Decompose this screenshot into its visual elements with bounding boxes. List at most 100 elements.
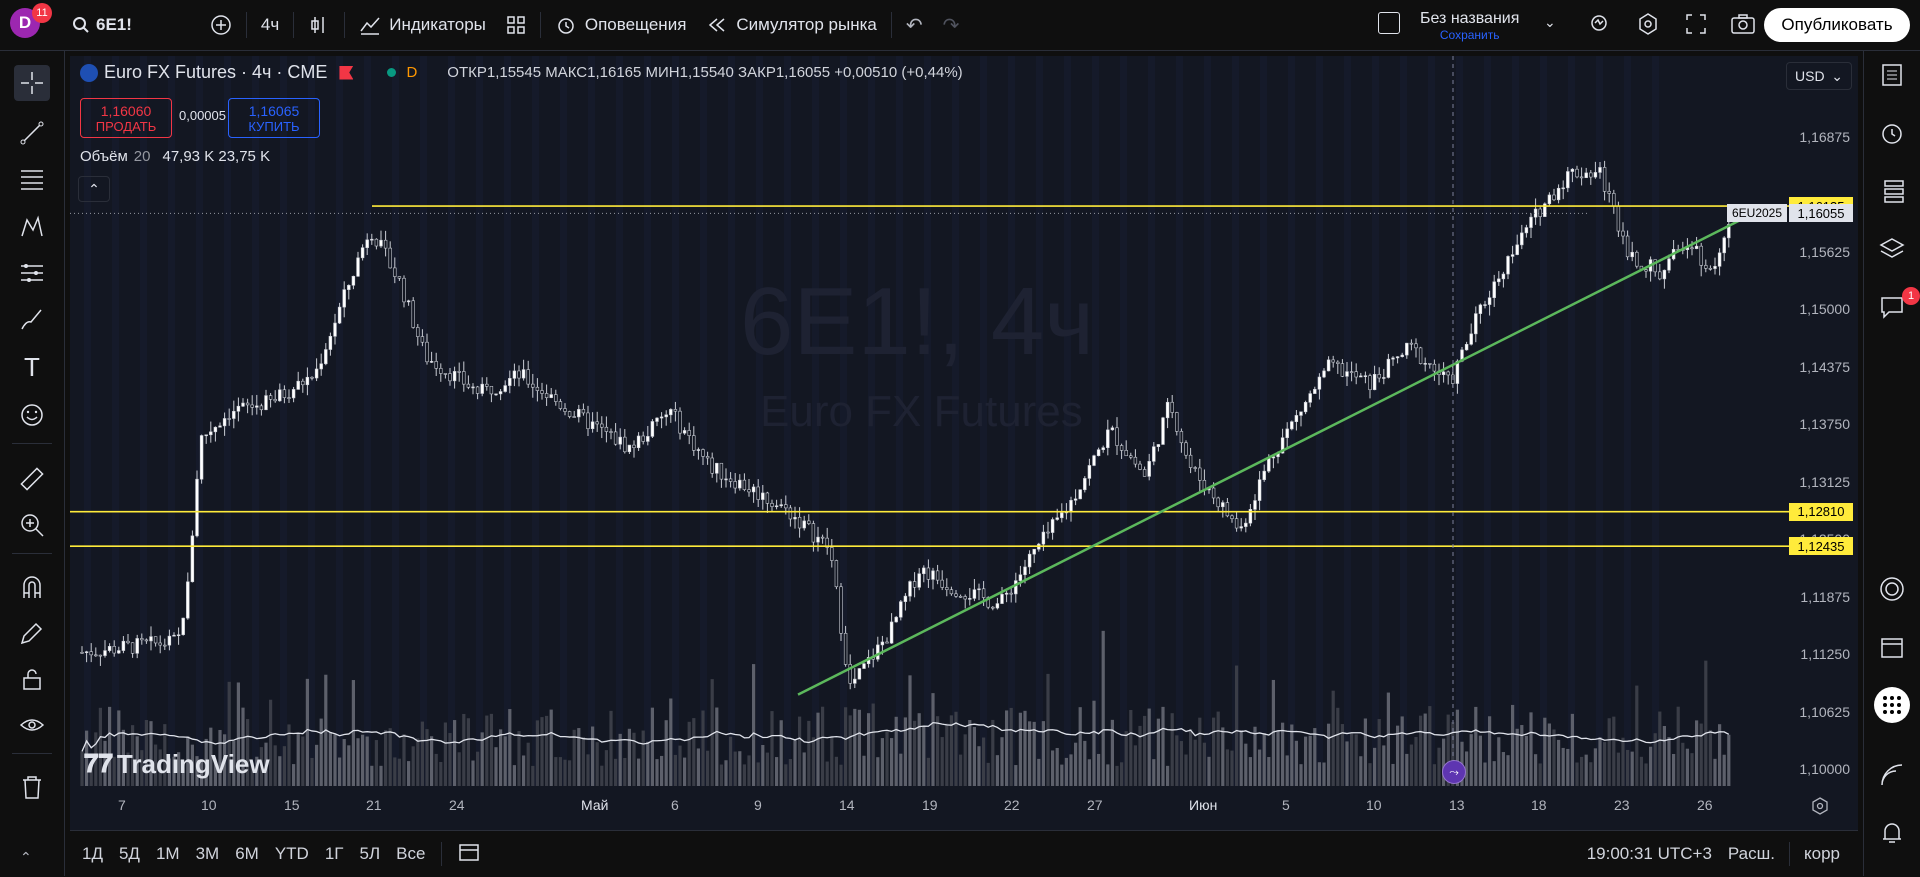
target-button[interactable] xyxy=(1874,571,1910,607)
range-5y[interactable]: 5Л xyxy=(359,844,381,863)
candle-body xyxy=(420,336,425,343)
volume-bar xyxy=(1202,742,1206,786)
sell-button[interactable]: 1,16060 ПРОДАТЬ xyxy=(80,98,172,138)
currency-select[interactable]: USD ⌄ xyxy=(1786,62,1852,90)
session-button[interactable]: Расш. xyxy=(1727,844,1775,863)
object-tree-button[interactable] xyxy=(1874,173,1910,209)
volume-bar xyxy=(1391,763,1395,786)
level-label-mid[interactable]: 1,12810 xyxy=(1789,502,1853,521)
candle-body xyxy=(618,436,622,445)
buy-button[interactable]: 1,16065 КУПИТЬ xyxy=(228,98,320,138)
session-band xyxy=(364,56,371,786)
alerts-panel-button[interactable] xyxy=(1874,115,1910,151)
candle-body xyxy=(590,421,595,430)
magnet-tool[interactable] xyxy=(14,569,50,605)
alerts-button[interactable]: Оповещения xyxy=(545,0,697,50)
trendline-drawing[interactable] xyxy=(797,209,1761,696)
range-1d[interactable]: 1Д xyxy=(82,844,103,863)
text-t-icon: T xyxy=(24,351,40,382)
replay-button[interactable]: Симулятор рынка xyxy=(696,0,886,50)
clock-label[interactable]: 19:00:31 UTC+3 xyxy=(1586,844,1712,863)
templates-button[interactable] xyxy=(496,0,536,50)
broadcast-button[interactable] xyxy=(1874,757,1910,793)
zoom-tool[interactable] xyxy=(14,507,50,543)
drawing-mode-tool[interactable] xyxy=(14,615,50,651)
adjust-button[interactable]: корр xyxy=(1804,844,1840,863)
range-ytd[interactable]: YTD xyxy=(274,844,309,863)
candle-body xyxy=(259,405,264,411)
chevron-down-icon[interactable]: ⌄ xyxy=(1544,14,1556,30)
notifications-button[interactable] xyxy=(1874,815,1910,851)
candle-body xyxy=(466,383,471,388)
layout-name[interactable]: Без названия Сохранить xyxy=(1420,10,1519,42)
lock-tool[interactable] xyxy=(14,661,50,697)
settings-gear-icon[interactable] xyxy=(1636,12,1660,41)
level-label-low[interactable]: 1,12435 xyxy=(1789,537,1853,556)
candle-body xyxy=(176,634,181,637)
volume-bar xyxy=(1478,735,1482,786)
range-all[interactable]: Все xyxy=(396,844,426,863)
volume-bar xyxy=(338,757,342,786)
candle-body xyxy=(1579,176,1584,179)
quick-search-icon[interactable] xyxy=(1588,12,1612,41)
save-link[interactable]: Сохранить xyxy=(1439,28,1500,42)
undo-button[interactable]: ↶ xyxy=(896,0,933,50)
emoji-tool[interactable] xyxy=(14,397,50,433)
volume-bar xyxy=(807,720,811,786)
trendline-tool[interactable] xyxy=(14,115,50,151)
pattern-tool[interactable] xyxy=(14,209,50,245)
candle-body xyxy=(1386,358,1391,378)
text-tool[interactable]: T xyxy=(14,349,50,385)
goto-date-button[interactable] xyxy=(450,841,488,868)
collapse-arrow-icon[interactable]: ⌃ xyxy=(20,849,32,865)
volume-bar xyxy=(1465,751,1469,786)
fib-tool[interactable] xyxy=(14,161,50,197)
chat-button[interactable] xyxy=(1874,289,1910,325)
range-3m[interactable]: 3М xyxy=(195,844,220,863)
brush-tool[interactable] xyxy=(14,301,50,337)
pattern-icon xyxy=(21,215,43,237)
interval-button[interactable]: 4ч xyxy=(260,15,280,34)
range-6m[interactable]: 6М xyxy=(235,844,259,863)
delete-tool[interactable] xyxy=(14,769,50,805)
volume-legend[interactable]: Объём 20 47,93 K 23,75 K xyxy=(80,148,271,165)
publish-button[interactable]: Опубликовать xyxy=(1764,8,1910,42)
chart-pane[interactable]: 6E1!, 4ч Euro FX Futures 𝟕𝟕 TradingView … xyxy=(70,56,1858,874)
candle-body xyxy=(705,456,710,459)
volume-bar xyxy=(1506,755,1510,786)
volume-bar xyxy=(1064,757,1068,786)
volume-bar xyxy=(995,755,999,786)
calendar-button[interactable] xyxy=(1874,629,1910,665)
candle-body xyxy=(199,435,204,480)
session-band xyxy=(350,56,357,786)
event-marker-icon[interactable]: ⤳ xyxy=(1442,760,1466,784)
range-1y[interactable]: 1Г xyxy=(324,844,344,863)
collapse-legend-button[interactable]: ⌃ xyxy=(78,176,110,202)
chart-type-button[interactable] xyxy=(298,0,340,50)
range-1m[interactable]: 1М xyxy=(155,844,180,863)
flag-icon[interactable] xyxy=(339,65,354,80)
indicators-button[interactable]: Индикаторы xyxy=(349,0,496,50)
layout-checkbox-icon[interactable] xyxy=(1378,12,1400,34)
candle-body xyxy=(899,601,903,618)
price-chart[interactable]: 6E1!, 4ч Euro FX Futures xyxy=(70,56,1858,874)
symbol-title[interactable]: Euro FX Futures · 4ч · CME xyxy=(104,62,328,82)
ruler-tool[interactable] xyxy=(14,461,50,497)
compare-add-button[interactable] xyxy=(200,0,242,50)
apps-button[interactable] xyxy=(1874,687,1910,723)
layers-button[interactable] xyxy=(1874,231,1910,267)
fullscreen-icon[interactable] xyxy=(1684,12,1708,41)
redo-button[interactable]: ↷ xyxy=(933,0,970,50)
candle-body xyxy=(1147,461,1151,477)
camera-icon[interactable] xyxy=(1730,12,1756,41)
forecast-tool[interactable] xyxy=(14,255,50,291)
crosshair-tool[interactable] xyxy=(14,65,50,101)
axis-settings-icon[interactable] xyxy=(1810,796,1830,821)
watchlist-button[interactable] xyxy=(1874,57,1910,93)
volume-bar xyxy=(195,756,199,786)
candle-body xyxy=(659,416,664,419)
range-5d[interactable]: 5Д xyxy=(118,844,140,863)
volume-bar xyxy=(595,742,599,786)
visibility-tool[interactable] xyxy=(14,707,50,743)
symbol-search-button[interactable]: 6E1! xyxy=(62,0,142,50)
